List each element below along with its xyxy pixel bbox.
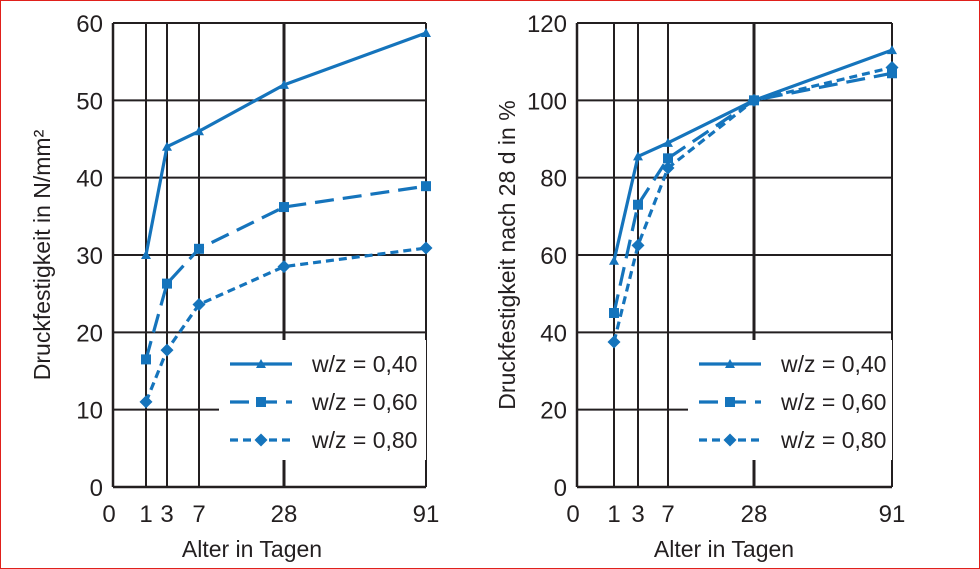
legend-marker-1 <box>256 359 266 368</box>
x-tick-label: 0 <box>102 501 115 528</box>
x-tick-label: 7 <box>192 501 205 528</box>
y-tick-label: 80 <box>540 166 567 193</box>
data-point-marker <box>421 28 431 38</box>
legend-box <box>219 340 426 460</box>
legend-marker-3 <box>254 433 268 447</box>
legend-marker-2 <box>725 397 735 407</box>
y-tick-label: 50 <box>76 88 103 115</box>
series-line-2 <box>144 184 427 360</box>
y-tick-label: 60 <box>540 243 567 270</box>
data-point-marker <box>279 79 289 89</box>
series-line-1 <box>144 31 427 256</box>
y-axis-title: Druckfestigkeit nach 28 d in % <box>494 100 520 409</box>
data-point-marker <box>747 93 761 107</box>
data-point-marker <box>633 151 643 161</box>
data-point-marker <box>631 238 645 252</box>
data-point-marker <box>194 243 204 254</box>
legend-marker-1 <box>725 359 735 368</box>
series-line-2 <box>612 71 893 314</box>
data-point-marker <box>162 278 172 289</box>
x-axis-title: Alter in Tagen <box>654 536 794 562</box>
data-point-marker <box>162 141 172 151</box>
data-point-marker <box>887 45 897 55</box>
x-tick-label: 1 <box>607 501 620 528</box>
legend-label-1: w/z = 0,40 <box>311 351 417 377</box>
y-tick-label: 20 <box>76 320 103 347</box>
data-point-marker <box>160 343 174 357</box>
y-tick-label: 100 <box>527 88 567 115</box>
chart-panel-2: 0 20 40 60 80 100 120 0 1 3 7 28 91 Alter in Tagen Dru… <box>494 11 905 562</box>
data-point-marker <box>141 354 151 365</box>
y-tick-label: 30 <box>76 243 103 270</box>
data-point-marker <box>609 255 619 265</box>
data-point-marker <box>192 297 206 311</box>
data-point-marker <box>279 202 289 213</box>
legend-marker-2 <box>256 397 266 407</box>
data-point-marker <box>663 153 673 164</box>
x-tick-label: 3 <box>631 501 644 528</box>
y-axis-title: Druckfestigkeit in N/mm² <box>29 129 55 380</box>
y-tick-label: 0 <box>90 475 103 502</box>
data-point-marker <box>885 60 899 74</box>
y-tick-label: 40 <box>540 320 567 347</box>
data-point-marker <box>663 137 673 147</box>
data-point-marker <box>141 250 151 259</box>
data-point-marker <box>607 335 621 349</box>
x-tick-label: 91 <box>879 501 906 528</box>
x-tick-label: 0 <box>566 501 579 528</box>
y-tick-label: 60 <box>76 11 103 38</box>
data-point-marker <box>139 395 153 409</box>
y-tick-label: 10 <box>76 398 103 425</box>
x-tick-label: 3 <box>160 501 173 528</box>
x-tick-label: 1 <box>139 501 152 528</box>
data-point-marker <box>609 308 619 318</box>
data-point-marker <box>419 241 433 255</box>
y-tick-label: 120 <box>527 11 567 38</box>
data-point-marker <box>633 199 643 210</box>
data-point-marker <box>661 161 675 175</box>
data-point-marker <box>421 181 431 192</box>
data-point-marker <box>194 126 204 136</box>
y-tick-label: 0 <box>554 475 567 502</box>
y-tick-label: 40 <box>76 166 103 193</box>
legend-marker-3 <box>723 433 737 447</box>
legend-box <box>688 340 892 460</box>
legend-label-3: w/z = 0,80 <box>311 427 417 453</box>
x-tick-label: 7 <box>661 501 674 528</box>
legend-label-2: w/z = 0,60 <box>311 389 417 415</box>
x-tick-label: 28 <box>741 501 768 528</box>
legend-label-3: w/z = 0,80 <box>780 427 886 453</box>
y-tick-label: 20 <box>540 398 567 425</box>
x-tick-label: 91 <box>413 501 440 528</box>
x-tick-label: 28 <box>271 501 298 528</box>
data-point-marker <box>277 260 291 274</box>
legend-label-1: w/z = 0,40 <box>780 351 886 377</box>
x-axis-title: Alter in Tagen <box>182 536 322 562</box>
legend-label-2: w/z = 0,60 <box>780 389 886 415</box>
